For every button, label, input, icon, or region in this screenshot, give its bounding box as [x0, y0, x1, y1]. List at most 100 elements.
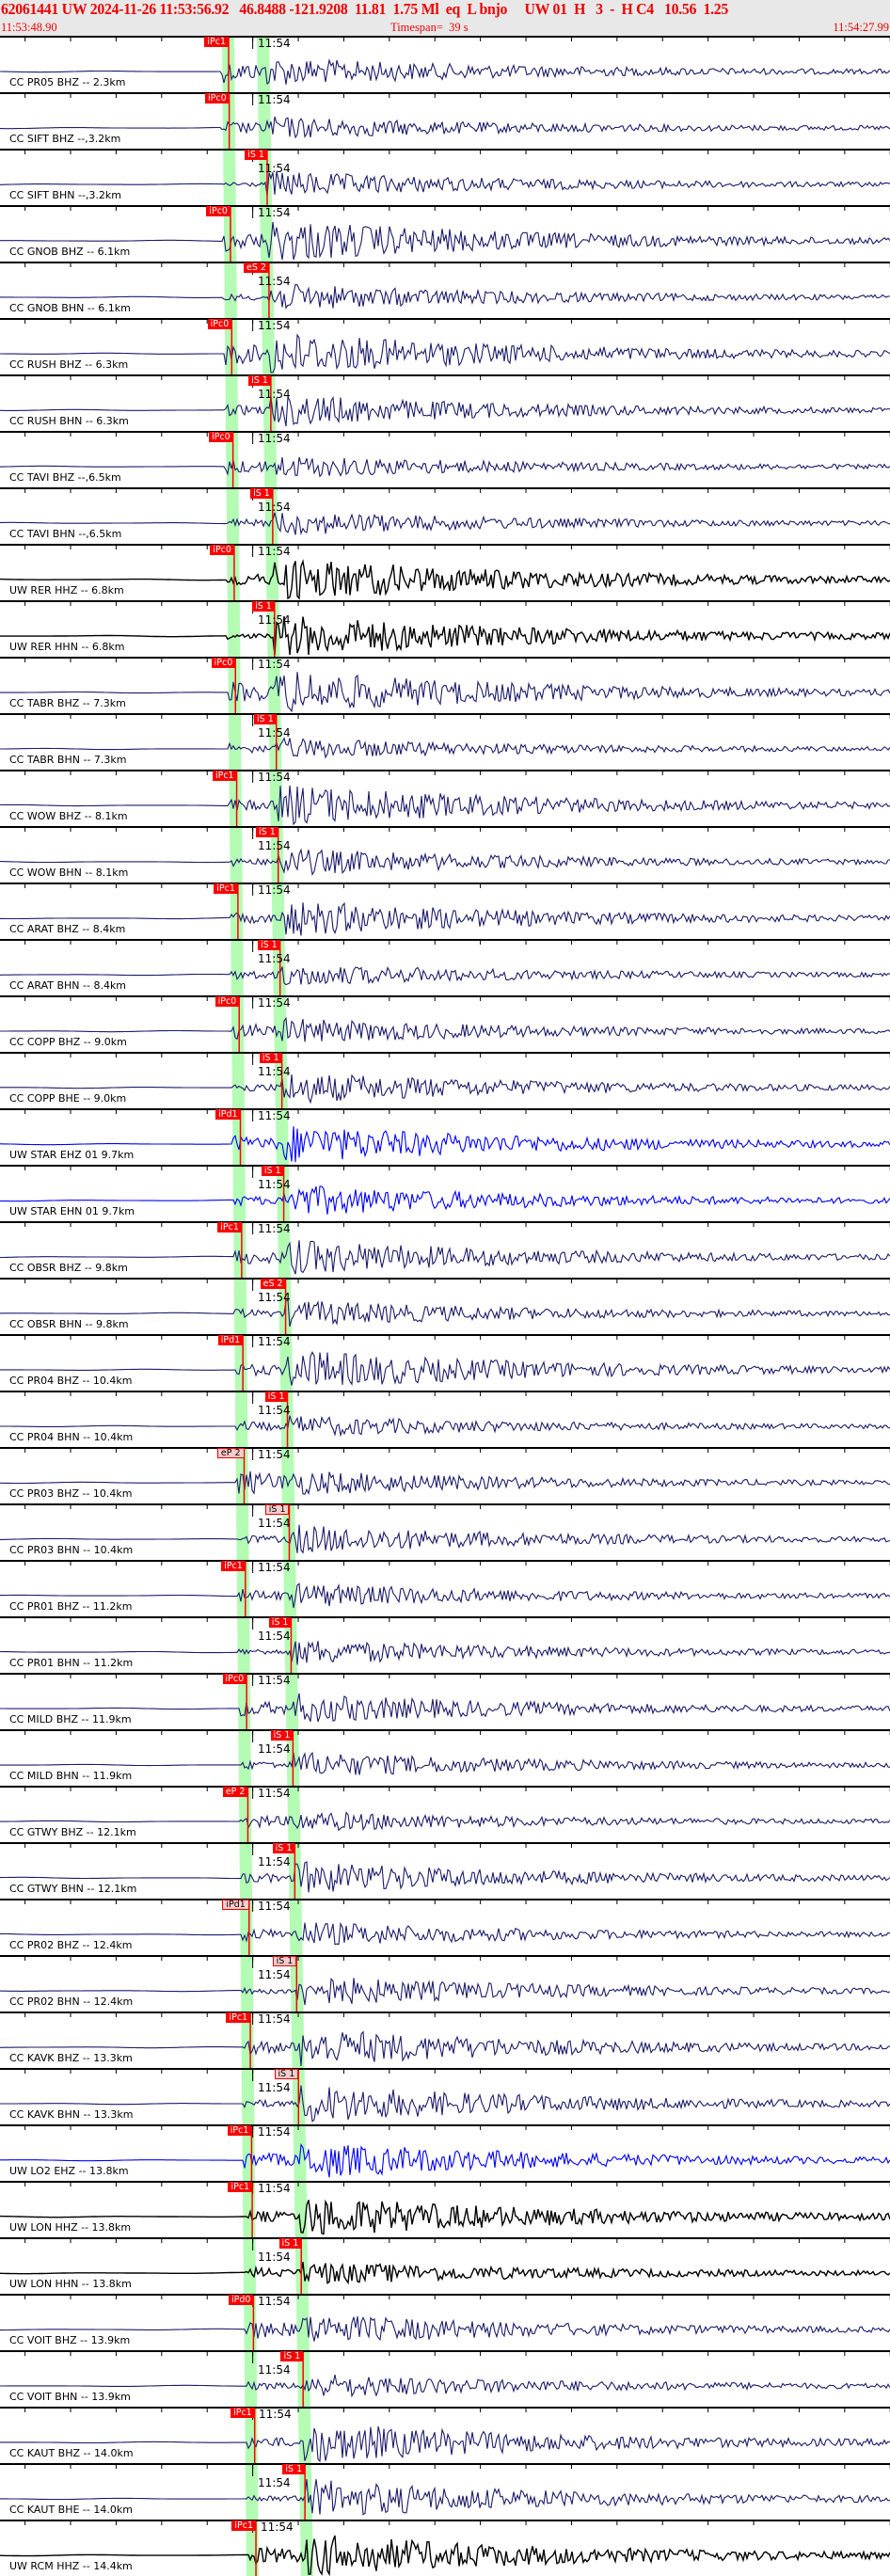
- trace-panel[interactable]: 11:54 UW RER HHZ -- 6.8km iPc0: [0, 544, 890, 600]
- trace-panel[interactable]: 11:54 CC OBSR BHN -- 9.8km eS 2: [0, 1278, 890, 1334]
- seismic-waveform: [0, 2199, 890, 2235]
- pick-label[interactable]: iS 1: [272, 1956, 297, 1966]
- trace-panel[interactable]: 11:54 CC MILD BHN -- 11.9km iS 1: [0, 1729, 890, 1786]
- pick-label[interactable]: iPc1: [230, 2408, 255, 2418]
- trace-panel[interactable]: 11:54 CC RUSH BHN -- 6.3km iS 1: [0, 374, 890, 431]
- trace-panel[interactable]: 11:54 UW LON HHZ -- 13.8km iPc1: [0, 2181, 890, 2237]
- pick-label[interactable]: eS 2: [260, 1279, 286, 1289]
- pick-label[interactable]: iPd1: [215, 1109, 241, 1120]
- pick-label[interactable]: iS 1: [254, 714, 277, 724]
- waveform-plot: [0, 1447, 890, 1503]
- trace-panel[interactable]: 11:54 CC RUSH BHZ -- 6.3km iPc0: [0, 318, 890, 374]
- pick-label[interactable]: iS 1: [257, 940, 280, 950]
- pick-label[interactable]: iPc0: [215, 996, 240, 1007]
- trace-panel[interactable]: 11:54 CC OBSR BHZ -- 9.8km iPc1: [0, 1221, 890, 1278]
- trace-panel[interactable]: 11:54 CC ARAT BHZ -- 8.4km iPc1: [0, 883, 890, 939]
- pick-label[interactable]: iPc0: [207, 319, 232, 329]
- trace-panel[interactable]: 11:54 CC KAUT BHE -- 14.0km iS 1: [0, 2463, 890, 2520]
- pick-label[interactable]: iPc1: [204, 37, 229, 47]
- minute-label: 11:54: [258, 1742, 291, 1756]
- pick-label[interactable]: iS 1: [270, 1730, 294, 1741]
- trace-panel[interactable]: 11:54 CC TABR BHZ -- 7.3km iPc0: [0, 657, 890, 713]
- pick-label[interactable]: iS 1: [264, 1504, 290, 1515]
- pick-label[interactable]: eP 2: [222, 1787, 248, 1797]
- pick-label[interactable]: iS 1: [264, 1391, 288, 1402]
- minute-label: 11:54: [258, 1855, 291, 1868]
- minute-label: 11:54: [258, 771, 291, 784]
- trace-panel[interactable]: 11:54 UW RCM HHZ -- 14.4km iPc1: [0, 2520, 890, 2576]
- trace-panel[interactable]: 11:54 CC SIFT BHN --,3.2km iS 1: [0, 149, 890, 205]
- pick-label[interactable]: iS 1: [280, 2351, 304, 2361]
- pick-label[interactable]: iPc0: [208, 432, 233, 442]
- trace-panel[interactable]: 11:54 CC COPP BHE -- 9.0km iS 1: [0, 1052, 890, 1108]
- pick-label[interactable]: iPd1: [222, 1900, 249, 1910]
- pick-label[interactable]: iPc0: [211, 658, 236, 668]
- trace-panel[interactable]: 11:54 CC KAUT BHZ -- 14.0km iPc1: [0, 2407, 890, 2463]
- pick-label[interactable]: iPc1: [221, 1561, 246, 1571]
- seismic-waveform: [0, 1641, 890, 1665]
- pick-label[interactable]: iS 1: [248, 375, 271, 386]
- trace-panel[interactable]: 11:54 CC PR03 BHN -- 10.4km iS 1: [0, 1503, 890, 1560]
- pick-label[interactable]: iPc1: [231, 2520, 257, 2531]
- pick-label[interactable]: eP 2: [216, 1448, 245, 1458]
- channel-label: CC TAVI BHZ --,6.5km: [9, 471, 121, 484]
- trace-panel[interactable]: 11:54 CC PR05 BHZ -- 2.3km iPc1: [0, 36, 890, 92]
- trace-panel[interactable]: 11:54 CC TABR BHN -- 7.3km iS 1: [0, 713, 890, 770]
- trace-panel[interactable]: 11:54 CC GTWY BHZ -- 12.1km eP 2: [0, 1786, 890, 1842]
- pick-label[interactable]: iPc0: [206, 206, 230, 216]
- trace-panel[interactable]: 11:54 CC VOIT BHN -- 13.9km iS 1: [0, 2350, 890, 2407]
- trace-panel[interactable]: 11:54 CC KAVK BHZ -- 13.3km iPc1: [0, 2012, 890, 2068]
- trace-panel[interactable]: 11:54 CC ARAT BHN -- 8.4km iS 1: [0, 939, 890, 995]
- pick-label[interactable]: iS 1: [252, 601, 275, 612]
- pick-label[interactable]: iPc0: [210, 545, 234, 555]
- pick-label[interactable]: iS 1: [256, 827, 278, 837]
- trace-panel[interactable]: 11:54 CC PR02 BHZ -- 12.4km iPd1: [0, 1899, 890, 1955]
- pick-label[interactable]: iPc1: [217, 1222, 242, 1232]
- trace-panel[interactable]: 11:54 CC KAVK BHN -- 13.3km iS 1: [0, 2068, 890, 2124]
- trace-panel[interactable]: 11:54 CC PR01 BHN -- 11.2km iS 1: [0, 1616, 890, 1673]
- trace-panel[interactable]: 11:54 CC COPP BHZ -- 9.0km iPc0: [0, 995, 890, 1052]
- pick-label[interactable]: iS 1: [245, 150, 267, 160]
- pick-label[interactable]: eS 2: [243, 262, 269, 273]
- pick-label[interactable]: iPc1: [227, 2125, 252, 2136]
- trace-panel[interactable]: 11:54 CC GTWY BHN -- 12.1km iS 1: [0, 1842, 890, 1899]
- pick-label[interactable]: iS 1: [268, 1617, 292, 1628]
- trace-panel[interactable]: 11:54 UW STAR EHN 01 9.7km iS 1: [0, 1165, 890, 1221]
- pick-label[interactable]: iPc0: [222, 1674, 247, 1684]
- trace-panel[interactable]: 11:54 CC TAVI BHZ --,6.5km iPc0: [0, 431, 890, 487]
- pick-label[interactable]: iPc1: [226, 2012, 251, 2023]
- trace-panel[interactable]: 11:54 CC PR01 BHZ -- 11.2km iPc1: [0, 1560, 890, 1616]
- minute-label: 11:54: [258, 2250, 291, 2264]
- trace-panel[interactable]: 11:54 CC SIFT BHZ --,3.2km iPc0: [0, 92, 890, 149]
- waveform-plot: [0, 544, 890, 600]
- trace-panel[interactable]: 11:54 CC WOW BHZ -- 8.1km iPc1: [0, 770, 890, 826]
- pick-label[interactable]: iS 1: [261, 1166, 284, 1176]
- pick-label[interactable]: iPc1: [228, 2182, 253, 2192]
- trace-panel[interactable]: 11:54 UW RER HHN -- 6.8km iS 1: [0, 600, 890, 657]
- trace-panel[interactable]: 11:54 CC WOW BHN -- 8.1km iS 1: [0, 826, 890, 883]
- pick-label[interactable]: iS 1: [278, 2238, 302, 2249]
- trace-panel[interactable]: 11:54 CC VOIT BHZ -- 13.9km iPd0: [0, 2294, 890, 2350]
- pick-label[interactable]: iS 1: [259, 1053, 282, 1063]
- trace-panel[interactable]: 11:54 CC GNOB BHZ -- 6.1km iPc0: [0, 205, 890, 262]
- trace-panel[interactable]: 11:54 CC MILD BHZ -- 11.9km iPc0: [0, 1673, 890, 1729]
- pick-label[interactable]: iPd1: [217, 1335, 244, 1345]
- trace-panel[interactable]: 11:54 CC PR04 BHN -- 10.4km iS 1: [0, 1391, 890, 1447]
- pick-label[interactable]: iPd0: [228, 2295, 254, 2305]
- trace-panel[interactable]: 11:54 UW STAR EHZ 01 9.7km iPd1: [0, 1108, 890, 1165]
- trace-panel[interactable]: 11:54 UW LON HHN -- 13.8km iS 1: [0, 2237, 890, 2294]
- trace-panel[interactable]: 11:54 CC GNOB BHN -- 6.1km eS 2: [0, 262, 890, 318]
- trace-panel[interactable]: 11:54 CC PR03 BHZ -- 10.4km eP 2: [0, 1447, 890, 1503]
- trace-panel[interactable]: 11:54 CC TAVI BHN --,6.5km iS 1: [0, 487, 890, 544]
- seismic-waveform: [0, 58, 890, 86]
- pick-label[interactable]: iS 1: [272, 1843, 295, 1853]
- trace-panel[interactable]: 11:54 CC PR02 BHN -- 12.4km iS 1: [0, 1955, 890, 2012]
- trace-panel[interactable]: 11:54 UW LO2 EHZ -- 13.8km iPc1: [0, 2124, 890, 2181]
- pick-label[interactable]: iPc1: [212, 771, 237, 781]
- pick-label[interactable]: iS 1: [250, 488, 273, 499]
- trace-panel[interactable]: 11:54 CC PR04 BHZ -- 10.4km iPd1: [0, 1334, 890, 1391]
- pick-label[interactable]: iPc1: [214, 883, 238, 894]
- pick-label[interactable]: iPc0: [205, 93, 230, 103]
- pick-label[interactable]: iS 1: [282, 2464, 306, 2474]
- pick-label[interactable]: iS 1: [274, 2069, 299, 2079]
